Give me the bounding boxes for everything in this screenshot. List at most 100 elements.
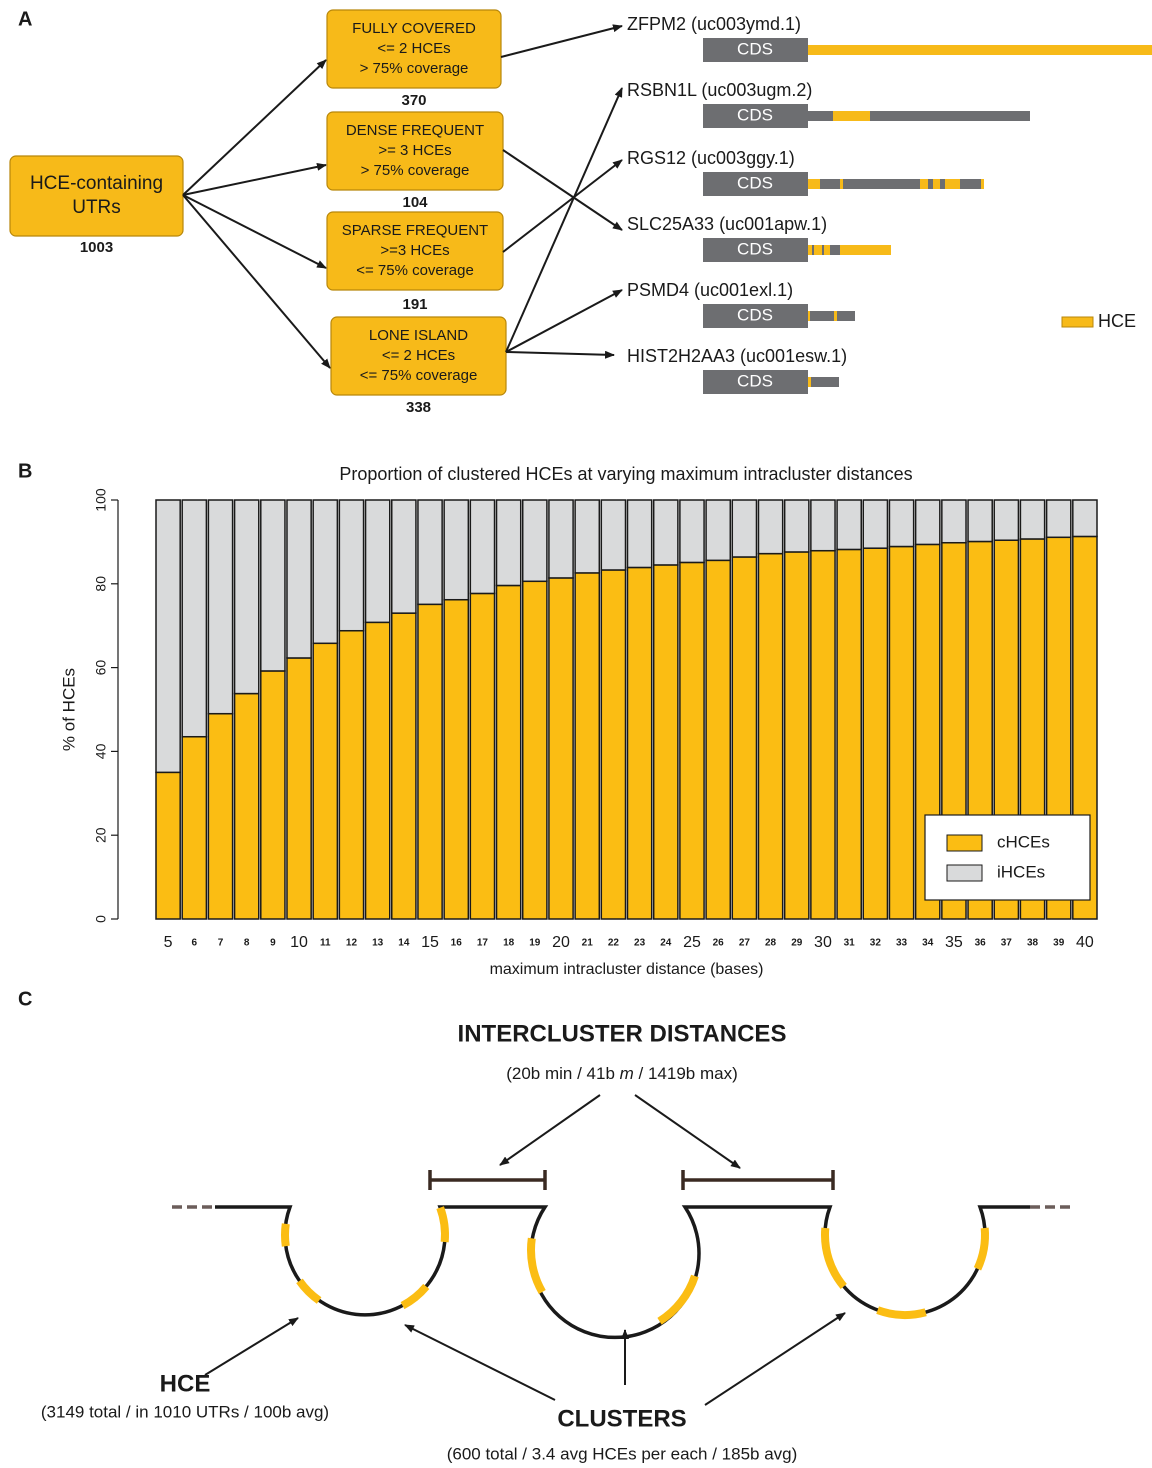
- bar-segment: [392, 500, 416, 613]
- bar-segment: [680, 562, 704, 919]
- bar-segment: [418, 604, 442, 919]
- cds-label: CDS: [737, 173, 773, 192]
- bar-segment: [758, 554, 782, 919]
- legend-box: [925, 815, 1090, 900]
- bar-segment: [418, 500, 442, 604]
- arrow: [503, 160, 622, 252]
- bar-segment: [994, 500, 1018, 540]
- panel-label: B: [18, 460, 32, 482]
- box-count: 338: [406, 399, 431, 416]
- utr-segment: [920, 179, 928, 189]
- bar-segment: [523, 581, 547, 919]
- cds-label: CDS: [737, 371, 773, 390]
- box-text: > 75% coverage: [361, 162, 470, 179]
- arrow: [635, 1095, 740, 1168]
- arrow: [405, 1325, 555, 1400]
- x-tick-label: 26: [713, 938, 725, 949]
- arrow: [500, 1095, 600, 1165]
- box-text: >= 3 HCEs: [378, 142, 451, 159]
- bar-segment: [287, 500, 311, 658]
- utr-segment: [822, 245, 824, 255]
- hce-segment: [878, 1310, 926, 1315]
- x-tick-label: 36: [975, 938, 987, 949]
- box-text: <= 2 HCEs: [382, 347, 455, 364]
- x-tick-label: 30: [814, 934, 832, 951]
- x-tick-label: 29: [791, 938, 803, 949]
- arrow: [503, 150, 622, 230]
- bar-segment: [261, 671, 285, 919]
- bar-segment: [339, 631, 363, 919]
- utr-segment: [840, 179, 843, 189]
- box-text: LONE ISLAND: [369, 327, 468, 344]
- box-count: 370: [401, 92, 426, 109]
- cds-label: CDS: [737, 39, 773, 58]
- y-tick-label: 100: [93, 488, 109, 512]
- bar-segment: [575, 573, 599, 919]
- gene-name: RGS12 (uc003ggy.1): [627, 148, 795, 168]
- bar-segment: [837, 500, 861, 549]
- bar-segment: [339, 500, 363, 631]
- bar-segment: [758, 500, 782, 554]
- hce-segment: [531, 1238, 542, 1292]
- x-tick-label: 7: [218, 938, 224, 949]
- bar-segment: [470, 593, 494, 919]
- legend-label: HCE: [1098, 311, 1136, 331]
- inter-sub-part: m: [620, 1064, 634, 1083]
- bar-segment: [444, 600, 468, 919]
- clusters-sub: (600 total / 3.4 avg HCEs per each / 185…: [447, 1444, 798, 1463]
- arrow: [501, 26, 622, 57]
- bar-segment: [680, 500, 704, 562]
- legend-swatch: [947, 865, 982, 881]
- y-tick-label: 40: [93, 743, 109, 759]
- arrow: [705, 1313, 845, 1405]
- utr-segment: [833, 111, 870, 121]
- x-tick-label: 18: [503, 938, 515, 949]
- hce-segment: [299, 1281, 319, 1301]
- x-tick-label: 28: [765, 938, 777, 949]
- gene-name: ZFPM2 (uc003ymd.1): [627, 14, 801, 34]
- x-tick-label: 31: [844, 938, 856, 949]
- bar-segment: [732, 500, 756, 557]
- bar-segment: [156, 772, 180, 919]
- utr-segment: [834, 311, 837, 321]
- bar-segment: [601, 570, 625, 919]
- x-tick-label: 39: [1053, 938, 1065, 949]
- x-tick-label: 38: [1027, 938, 1039, 949]
- bar-segment: [444, 500, 468, 600]
- cds-label: CDS: [737, 239, 773, 258]
- x-axis-label: maximum intracluster distance (bases): [490, 961, 764, 978]
- x-tick-label: 19: [529, 938, 541, 949]
- utr-segment: [945, 179, 960, 189]
- hce-segment: [660, 1276, 695, 1321]
- hce-title: HCE: [160, 1370, 211, 1397]
- box-text: >=3 HCEs: [380, 242, 449, 259]
- box-text: <= 75% coverage: [356, 262, 474, 279]
- box-text: <= 2 HCEs: [377, 40, 450, 57]
- chart-title: Proportion of clustered HCEs at varying …: [339, 464, 912, 484]
- bar-segment: [889, 500, 913, 547]
- inter-sub-part: / 1419b max): [634, 1064, 738, 1083]
- arrow: [506, 290, 622, 352]
- bar-segment: [470, 500, 494, 593]
- figure: AHCE-containingUTRs1003FULLY COVERED<= 2…: [0, 0, 1152, 1468]
- bar-segment: [235, 694, 259, 919]
- bar-segment: [235, 500, 259, 694]
- bar-segment: [785, 500, 809, 552]
- bar-segment: [182, 737, 206, 919]
- x-tick-label: 32: [870, 938, 882, 949]
- legend-swatch: [947, 835, 982, 851]
- gene-name: SLC25A33 (uc001apw.1): [627, 214, 827, 234]
- x-tick-label: 23: [634, 938, 646, 949]
- hce-segment: [440, 1208, 445, 1242]
- bar-segment: [497, 585, 521, 919]
- arrow: [183, 195, 326, 268]
- inter-sub: (20b min / 41b m / 1419b max): [506, 1064, 738, 1083]
- gene-name: HIST2H2AA3 (uc001esw.1): [627, 346, 847, 366]
- distance-bar: [683, 1170, 833, 1190]
- bar-segment: [287, 658, 311, 919]
- bar-segment: [1047, 500, 1071, 537]
- x-tick-label: 5: [164, 934, 173, 951]
- bar-segment: [628, 567, 652, 919]
